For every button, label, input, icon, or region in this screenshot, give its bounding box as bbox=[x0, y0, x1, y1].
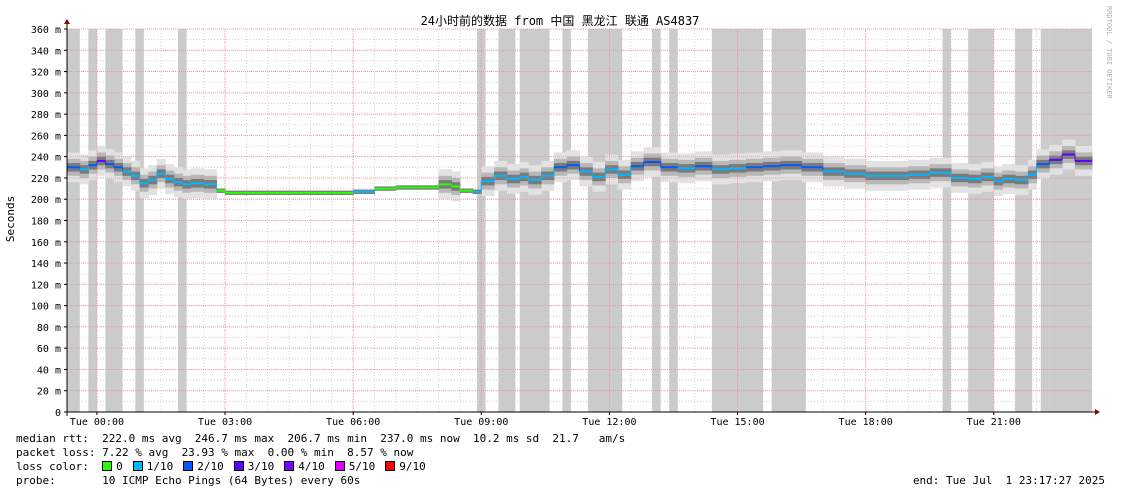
loss-color-swatch bbox=[132, 461, 143, 471]
loss-band bbox=[178, 29, 187, 412]
y-tick-label: 300 m bbox=[31, 89, 61, 100]
loss-color-item-label: 0 bbox=[116, 460, 123, 473]
end-time: end: Tue Jul 1 23:17:27 2025 bbox=[912, 474, 1105, 487]
loss-color-item: 4/10 bbox=[284, 460, 325, 473]
loss-color-item-label: 5/10 bbox=[348, 460, 376, 473]
y-tick-label: 240 m bbox=[31, 153, 61, 164]
loss-band bbox=[1049, 29, 1092, 412]
y-tick-label: 340 m bbox=[31, 46, 61, 57]
y-axis-label: Seconds bbox=[4, 196, 17, 242]
packet-loss-line: packet loss: 7.22 % avg 23.93 % max 0.00… bbox=[16, 446, 414, 459]
loss-band bbox=[652, 29, 661, 412]
loss-color-item: 1/10 bbox=[132, 460, 174, 473]
loss-band bbox=[562, 29, 571, 412]
y-tick-label: 360 m bbox=[31, 25, 61, 36]
y-tick-label: 120 m bbox=[31, 280, 61, 291]
y-tick-label: 280 m bbox=[31, 110, 61, 121]
loss-color-swatch bbox=[233, 461, 244, 471]
x-tick-label: Tue 21:00 bbox=[967, 417, 1021, 428]
loss-band bbox=[942, 29, 952, 412]
y-tick-label: 200 m bbox=[31, 195, 61, 206]
y-tick-label: 180 m bbox=[31, 217, 61, 228]
loss-color-item: 9/10 bbox=[385, 460, 426, 473]
x-tick-label: Tue 03:00 bbox=[198, 417, 252, 428]
y-axis-arrow bbox=[64, 19, 70, 24]
y-tick-label: 220 m bbox=[31, 174, 61, 185]
y-tick-label: 260 m bbox=[31, 131, 61, 142]
loss-color-legend: loss color: 0 1/10 2/10 3/10 4/10 5/10 9/10 bbox=[16, 460, 436, 473]
loss-color-swatch bbox=[334, 461, 345, 471]
y-tick-label: 160 m bbox=[31, 238, 61, 249]
median-line bbox=[67, 153, 1092, 194]
y-tick-label: 40 m bbox=[37, 365, 61, 376]
loss-color-item-label: 3/10 bbox=[247, 460, 275, 473]
y-tick-label: 20 m bbox=[37, 387, 61, 398]
x-tick-label: Tue 09:00 bbox=[454, 417, 508, 428]
loss-color-item-label: 9/10 bbox=[399, 460, 426, 473]
chart-title: 24小时前的数据 from 中国 黑龙江 联通 AS4837 bbox=[421, 13, 700, 28]
loss-band bbox=[498, 29, 516, 412]
loss-color-swatch bbox=[385, 461, 396, 471]
y-tick-label: 80 m bbox=[37, 323, 61, 334]
loss-color-item: 2/10 bbox=[183, 460, 224, 473]
y-tick-label: 100 m bbox=[31, 302, 61, 313]
loss-color-item: 0 bbox=[102, 460, 123, 473]
probe-line: probe: 10 ICMP Echo Pings (64 Bytes) eve… bbox=[16, 474, 361, 487]
x-tick-label: Tue 06:00 bbox=[326, 417, 380, 428]
loss-color-item: 3/10 bbox=[233, 460, 275, 473]
loss-color-swatch bbox=[102, 461, 113, 471]
y-tick-label: 140 m bbox=[31, 259, 61, 270]
x-tick-label: Tue 12:00 bbox=[582, 417, 636, 428]
y-tick-label: 320 m bbox=[31, 68, 61, 79]
y-tick-label: 60 m bbox=[37, 344, 61, 355]
median-rtt-line: median rtt: 222.0 ms avg 246.7 ms max 20… bbox=[16, 432, 626, 445]
major-grid bbox=[67, 28, 1092, 412]
loss-band bbox=[771, 29, 806, 412]
loss-band bbox=[519, 29, 550, 412]
loss-band bbox=[88, 29, 97, 412]
tick-labels: 0 20 m 40 m 60 m 80 m 100 m 120 m 140 m 160 m 180… bbox=[31, 25, 1021, 428]
loss-color-item-label: 1/10 bbox=[146, 460, 174, 473]
x-tick-label: Tue 18:00 bbox=[839, 417, 893, 428]
y-tick-label: 0 bbox=[55, 408, 61, 419]
watermark: RRDTOOL / TOBI OETIKER bbox=[1105, 6, 1113, 100]
x-tick-label: Tue 00:00 bbox=[70, 417, 124, 428]
loss-color-items: 0 1/10 2/10 3/10 4/10 5/10 9/10 bbox=[102, 460, 436, 473]
loss-color-item: 5/10 bbox=[334, 460, 376, 473]
loss-color-swatch bbox=[284, 461, 295, 471]
loss-color-item-label: 4/10 bbox=[298, 460, 325, 473]
loss-color-item-label: 2/10 bbox=[197, 460, 224, 473]
loss-color-label: loss color: bbox=[16, 460, 89, 473]
x-tick-label: Tue 15:00 bbox=[710, 417, 764, 428]
loss-color-swatch bbox=[183, 461, 194, 471]
axes bbox=[64, 19, 1100, 416]
x-axis-arrow bbox=[1095, 409, 1100, 415]
latency-chart: 0 20 m 40 m 60 m 80 m 100 m 120 m 140 m 160 m 180… bbox=[4, 6, 1113, 428]
